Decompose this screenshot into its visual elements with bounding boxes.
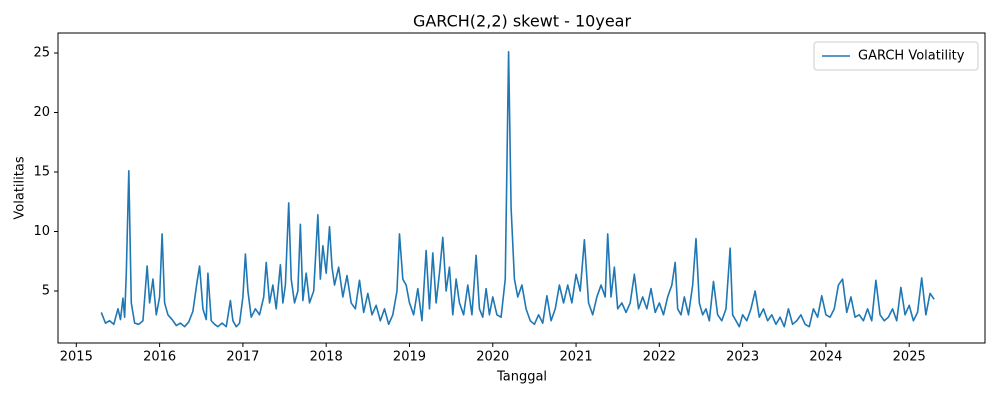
x-tick-label: 2024: [809, 350, 842, 365]
y-tick-label: 5: [42, 283, 50, 298]
y-tick-label: 10: [33, 224, 50, 239]
x-axis-label: Tanggal: [496, 370, 547, 385]
line: [100, 51, 935, 328]
y-tick-label: 25: [33, 45, 50, 60]
legend-label: GARCH Volatility: [858, 49, 965, 64]
x-tick-label: 2025: [893, 350, 926, 365]
x-tick-label: 2017: [226, 350, 259, 365]
x-tick-label: 2016: [143, 350, 176, 365]
y-axis-label: Volatilitas: [13, 156, 28, 219]
x-tick-label: 2022: [643, 350, 676, 365]
x-tick-label: 2020: [476, 350, 509, 365]
plot-frame: [57, 32, 986, 344]
x-tick-label: 2015: [60, 350, 93, 365]
y-tick-label: 15: [33, 164, 50, 179]
legend-box: [813, 41, 979, 71]
chart-title: GARCH(2,2) skewt - 10year: [413, 12, 632, 31]
x-tick-label: 2023: [726, 350, 759, 365]
x-tick-label: 2019: [393, 350, 426, 365]
x-tick-label: 2018: [310, 350, 343, 365]
y-tick-label: 20: [33, 105, 50, 120]
x-tick-label: 2021: [560, 350, 593, 365]
